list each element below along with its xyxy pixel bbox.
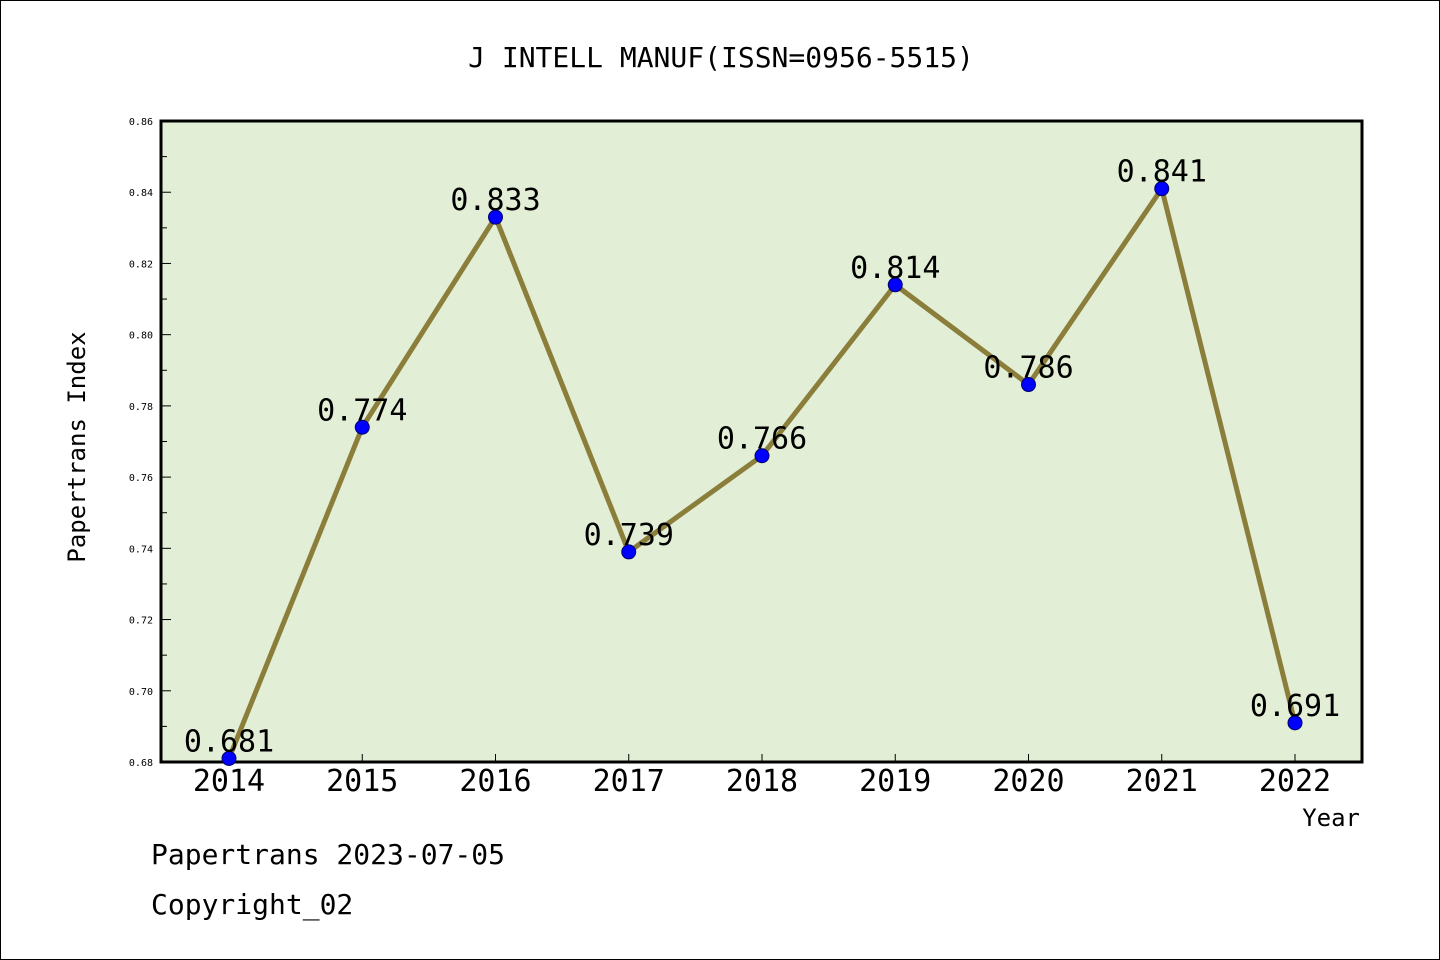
y-tick-label: 0.76 xyxy=(129,473,153,484)
chart-title: J INTELL MANUF(ISSN=0956-5515) xyxy=(468,41,974,74)
x-tick-label: 2019 xyxy=(859,764,931,799)
y-tick-label: 0.72 xyxy=(129,616,153,627)
data-label: 0.691 xyxy=(1250,689,1340,724)
footer-date: Papertrans 2023-07-05 xyxy=(151,838,505,871)
y-tick-label: 0.84 xyxy=(129,188,153,199)
x-tick-label: 2017 xyxy=(593,764,665,799)
y-tick-label: 0.82 xyxy=(129,259,153,270)
x-tick-label: 2022 xyxy=(1259,764,1331,799)
data-label: 0.786 xyxy=(983,351,1073,386)
y-tick-label: 0.78 xyxy=(129,402,153,413)
x-axis-title: Year xyxy=(1302,804,1360,832)
y-tick-label: 0.70 xyxy=(129,687,153,698)
data-label: 0.774 xyxy=(317,393,407,428)
data-point xyxy=(1154,181,1170,197)
data-label: 0.833 xyxy=(450,183,540,218)
plot-area xyxy=(159,119,1364,764)
y-axis-title: Papertrans Index xyxy=(63,331,91,562)
data-point xyxy=(354,419,370,435)
data-label: 0.681 xyxy=(184,724,274,759)
data-point xyxy=(754,448,770,464)
y-tick-label: 0.68 xyxy=(129,758,153,769)
y-tick-label: 0.86 xyxy=(129,117,153,128)
x-axis: 2014 2015 2016 2017 2018 2019 2020 2021 2022 xyxy=(193,754,1331,799)
x-tick-label: 2014 xyxy=(193,764,265,799)
y-tick-label: 0.80 xyxy=(129,331,153,342)
data-point xyxy=(887,277,903,293)
x-tick-label: 2015 xyxy=(326,764,398,799)
data-label: 0.739 xyxy=(584,518,674,553)
data-point xyxy=(1287,715,1303,731)
footer-copyright: Copyright_02 xyxy=(151,888,353,922)
data-label: 0.766 xyxy=(717,422,807,457)
x-tick-label: 2016 xyxy=(459,764,531,799)
x-tick-label: 2020 xyxy=(992,764,1064,799)
data-point xyxy=(221,750,237,766)
data-label: 0.814 xyxy=(850,251,940,286)
series-layer: 0.681 0.774 0.833 0.739 0.766 0.814 0.786 0.841… xyxy=(184,155,1340,766)
data-point xyxy=(1021,377,1036,393)
x-tick-label: 2018 xyxy=(726,764,798,799)
y-axis: 0.68 0.70 0.72 0.74 0.76 0.78 0.80 0.82 0.84 0.86 xyxy=(129,117,171,769)
y-tick-label: 0.74 xyxy=(129,544,153,555)
data-point xyxy=(488,209,503,225)
data-point xyxy=(621,544,637,560)
x-tick-label: 2021 xyxy=(1126,764,1198,799)
data-label: 0.841 xyxy=(1117,155,1207,190)
